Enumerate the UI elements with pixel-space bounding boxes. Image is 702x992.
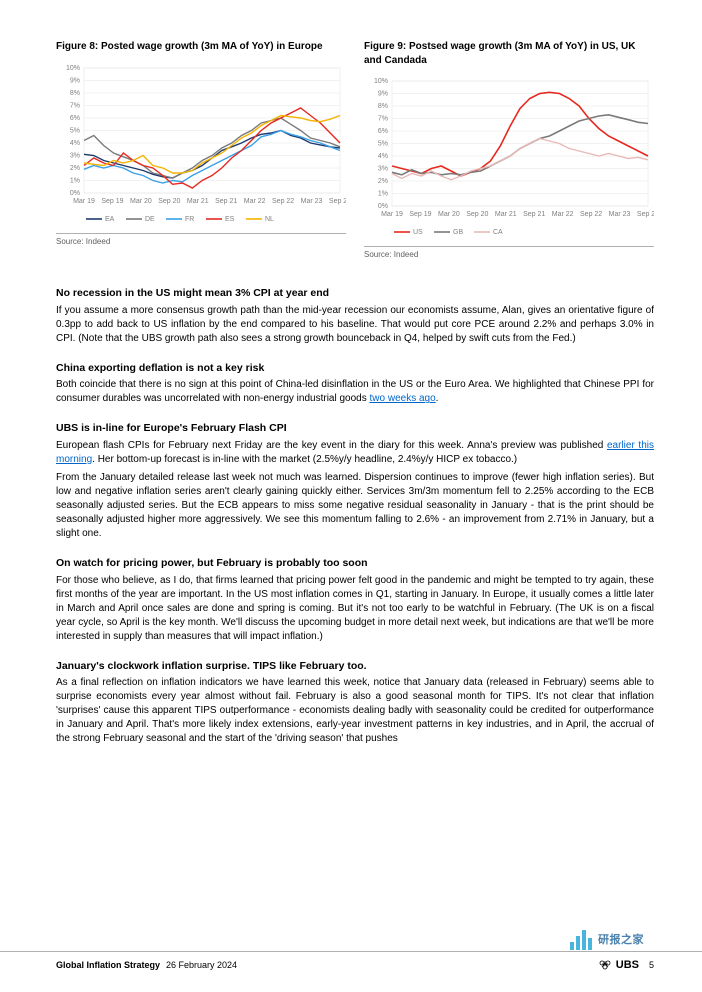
svg-text:Mar 22: Mar 22 [244, 198, 266, 205]
svg-text:Sep 19: Sep 19 [409, 211, 431, 218]
svg-text:0%: 0% [70, 190, 80, 197]
svg-text:GB: GB [453, 229, 463, 236]
svg-text:Mar 20: Mar 20 [438, 211, 460, 218]
paragraph: European flash CPIs for February next Fr… [56, 439, 654, 467]
footer-right: UBS 5 [598, 958, 654, 972]
watermark: 研报之家 [570, 928, 644, 950]
svg-text:Sep 21: Sep 21 [215, 198, 237, 205]
figure-8-title: Figure 8: Posted wage growth (3m MA of Y… [56, 40, 346, 54]
section-heading: January's clockwork inflation surprise. … [56, 660, 654, 674]
svg-text:Mar 21: Mar 21 [187, 198, 209, 205]
svg-text:Mar 20: Mar 20 [130, 198, 152, 205]
svg-text:7%: 7% [378, 116, 388, 123]
svg-text:4%: 4% [70, 140, 80, 147]
footer-title: Global Inflation Strategy [56, 960, 160, 970]
watermark-text: 研报之家 [598, 931, 644, 947]
svg-text:7%: 7% [70, 102, 80, 109]
body-content: No recession in the US might mean 3% CPI… [56, 287, 654, 746]
svg-text:CA: CA [493, 229, 503, 236]
svg-text:Sep 22: Sep 22 [580, 211, 602, 218]
svg-text:3%: 3% [378, 166, 388, 173]
watermark-bars-icon [570, 928, 592, 950]
svg-text:2%: 2% [378, 178, 388, 185]
svg-text:4%: 4% [378, 153, 388, 160]
ubs-logo: UBS [598, 958, 639, 972]
svg-text:6%: 6% [378, 128, 388, 135]
svg-text:Sep 22: Sep 22 [272, 198, 294, 205]
svg-text:DE: DE [145, 216, 155, 223]
svg-text:0%: 0% [378, 203, 388, 210]
figure-9: Figure 9: Postsed wage growth (3m MA of … [364, 40, 654, 259]
svg-text:10%: 10% [66, 65, 80, 72]
svg-text:Mar 22: Mar 22 [552, 211, 574, 218]
figure-8: Figure 8: Posted wage growth (3m MA of Y… [56, 40, 346, 259]
section-heading: No recession in the US might mean 3% CPI… [56, 287, 654, 301]
svg-text:US: US [413, 229, 423, 236]
ubs-keys-icon [598, 958, 612, 972]
figures-row: Figure 8: Posted wage growth (3m MA of Y… [56, 40, 654, 259]
paragraph: As a final reflection on inflation indic… [56, 676, 654, 746]
footer-left: Global Inflation Strategy 26 February 20… [56, 960, 237, 970]
figure-9-title: Figure 9: Postsed wage growth (3m MA of … [364, 40, 654, 67]
paragraph: For those who believe, as I do, that fir… [56, 574, 654, 644]
svg-text:1%: 1% [378, 191, 388, 198]
link-two-weeks-ago[interactable]: two weeks ago [370, 393, 436, 404]
svg-text:FR: FR [185, 216, 194, 223]
svg-text:Mar 21: Mar 21 [495, 211, 517, 218]
svg-text:5%: 5% [378, 141, 388, 148]
svg-text:Sep 23: Sep 23 [637, 211, 654, 218]
svg-text:6%: 6% [70, 115, 80, 122]
svg-text:2%: 2% [70, 165, 80, 172]
section-heading: China exporting deflation is not a key r… [56, 362, 654, 376]
svg-text:1%: 1% [70, 177, 80, 184]
footer-date: 26 February 2024 [166, 960, 237, 970]
svg-text:NL: NL [265, 216, 274, 223]
page-number: 5 [649, 960, 654, 970]
svg-text:9%: 9% [70, 77, 80, 84]
svg-text:5%: 5% [70, 127, 80, 134]
figure-9-chart: 0% 1% 2% 3% 4% 5% 6% 7% 8% 9% 10% Mar 19 Sep 19 Mar 2… [364, 75, 654, 240]
paragraph: If you assume a more consensus growth pa… [56, 304, 654, 346]
svg-text:Mar 23: Mar 23 [301, 198, 323, 205]
svg-text:Sep 20: Sep 20 [466, 211, 488, 218]
svg-text:Mar 23: Mar 23 [609, 211, 631, 218]
svg-text:8%: 8% [378, 103, 388, 110]
svg-text:3%: 3% [70, 152, 80, 159]
figure-8-chart: 0% 1% 2% 3% 4% 5% 6% 7% 8% 9% 10% Mar 19 Sep 19 Mar 2… [56, 62, 346, 227]
svg-text:Sep 21: Sep 21 [523, 211, 545, 218]
figure-8-source: Source: Indeed [56, 233, 346, 246]
ubs-brand-text: UBS [616, 959, 639, 971]
paragraph: Both coincide that there is no sign at t… [56, 378, 654, 406]
svg-text:9%: 9% [378, 91, 388, 98]
svg-text:Sep 23: Sep 23 [329, 198, 346, 205]
section-heading: UBS is in-line for Europe's February Fla… [56, 422, 654, 436]
svg-text:ES: ES [225, 216, 235, 223]
svg-text:EA: EA [105, 216, 115, 223]
svg-text:Mar 19: Mar 19 [381, 211, 403, 218]
section-heading: On watch for pricing power, but February… [56, 557, 654, 571]
paragraph: From the January detailed release last w… [56, 471, 654, 541]
svg-text:Sep 20: Sep 20 [158, 198, 180, 205]
link-earlier-this-morning[interactable]: earlier this morning [56, 440, 654, 465]
svg-text:Mar 19: Mar 19 [73, 198, 95, 205]
svg-text:Sep 19: Sep 19 [101, 198, 123, 205]
page-footer: Global Inflation Strategy 26 February 20… [0, 951, 702, 972]
figure-9-source: Source: Indeed [364, 246, 654, 259]
svg-text:10%: 10% [374, 78, 388, 85]
svg-text:8%: 8% [70, 90, 80, 97]
